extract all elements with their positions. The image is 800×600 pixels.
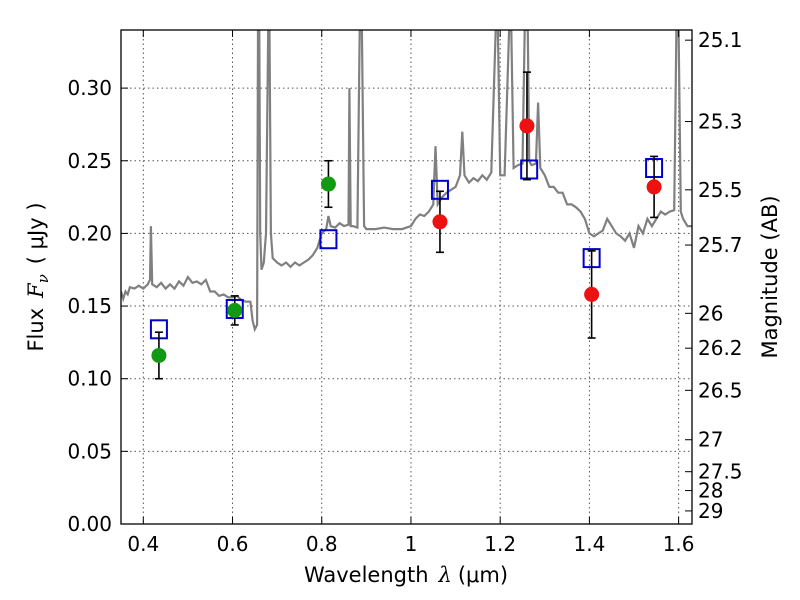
x-axis-title: Wavelength λ (μm): [304, 563, 508, 587]
magnitude-tick-label: 25.7: [698, 233, 743, 257]
red-data-point: [519, 118, 535, 134]
model-square: [520, 159, 539, 180]
x-tick-label: 1: [405, 532, 418, 556]
data-markers: [149, 71, 664, 380]
spectrum-line: [121, 30, 692, 333]
magnitude-tick-label: 26: [698, 301, 723, 325]
y-axis-title: FluxFν( μJy ): [24, 202, 52, 351]
magnitude-tick-label: 29: [698, 499, 723, 523]
y-tick-label: 0.05: [67, 439, 112, 463]
magnitude-tick-label: 26.5: [698, 378, 743, 402]
x-tick-label: 0.6: [217, 532, 249, 556]
y-tick-label: 0.30: [67, 76, 112, 100]
magnitude-tick-label: 27.5: [698, 460, 743, 484]
green-data-point: [320, 176, 336, 192]
green-data-point: [227, 302, 243, 318]
magnitude-axis-title: Magnitude (AB): [758, 195, 782, 358]
red-data-point: [432, 214, 448, 230]
magnitude-tick-label: 25.5: [698, 178, 743, 202]
magnitude-tick-label: 25.3: [698, 110, 743, 134]
magnitude-tick-label: 27: [698, 428, 723, 452]
x-tick-label: 0.4: [127, 532, 159, 556]
magnitude-tick-label: 28: [698, 479, 723, 503]
x-tick-label: 0.8: [306, 532, 338, 556]
y-tick-label: 0.20: [67, 221, 112, 245]
x-tick-label: 1.2: [484, 532, 516, 556]
red-data-point: [584, 286, 600, 302]
red-data-point: [646, 179, 662, 195]
magnitude-tick-label: 25.1: [698, 28, 743, 52]
y-tick-label: 0.10: [67, 367, 112, 391]
y-tick-label: 0.15: [67, 294, 112, 318]
y-tick-label: 0.25: [67, 149, 112, 173]
green-data-point: [151, 347, 167, 363]
y-axis-ticks: 0.00 0.05 0.10 0.15 0.20 0.25 0.30: [67, 76, 128, 536]
x-axis-ticks: 0.4 0.6 0.8 1 1.2 1.4 1.6: [127, 30, 695, 556]
x-tick-label: 1.4: [573, 532, 605, 556]
model-square: [319, 229, 338, 250]
x-tick-label: 1.6: [663, 532, 695, 556]
plot-frame: [120, 29, 693, 525]
y-tick-label: 0.00: [67, 512, 112, 536]
magnitude-tick-label: 26.2: [698, 336, 743, 360]
